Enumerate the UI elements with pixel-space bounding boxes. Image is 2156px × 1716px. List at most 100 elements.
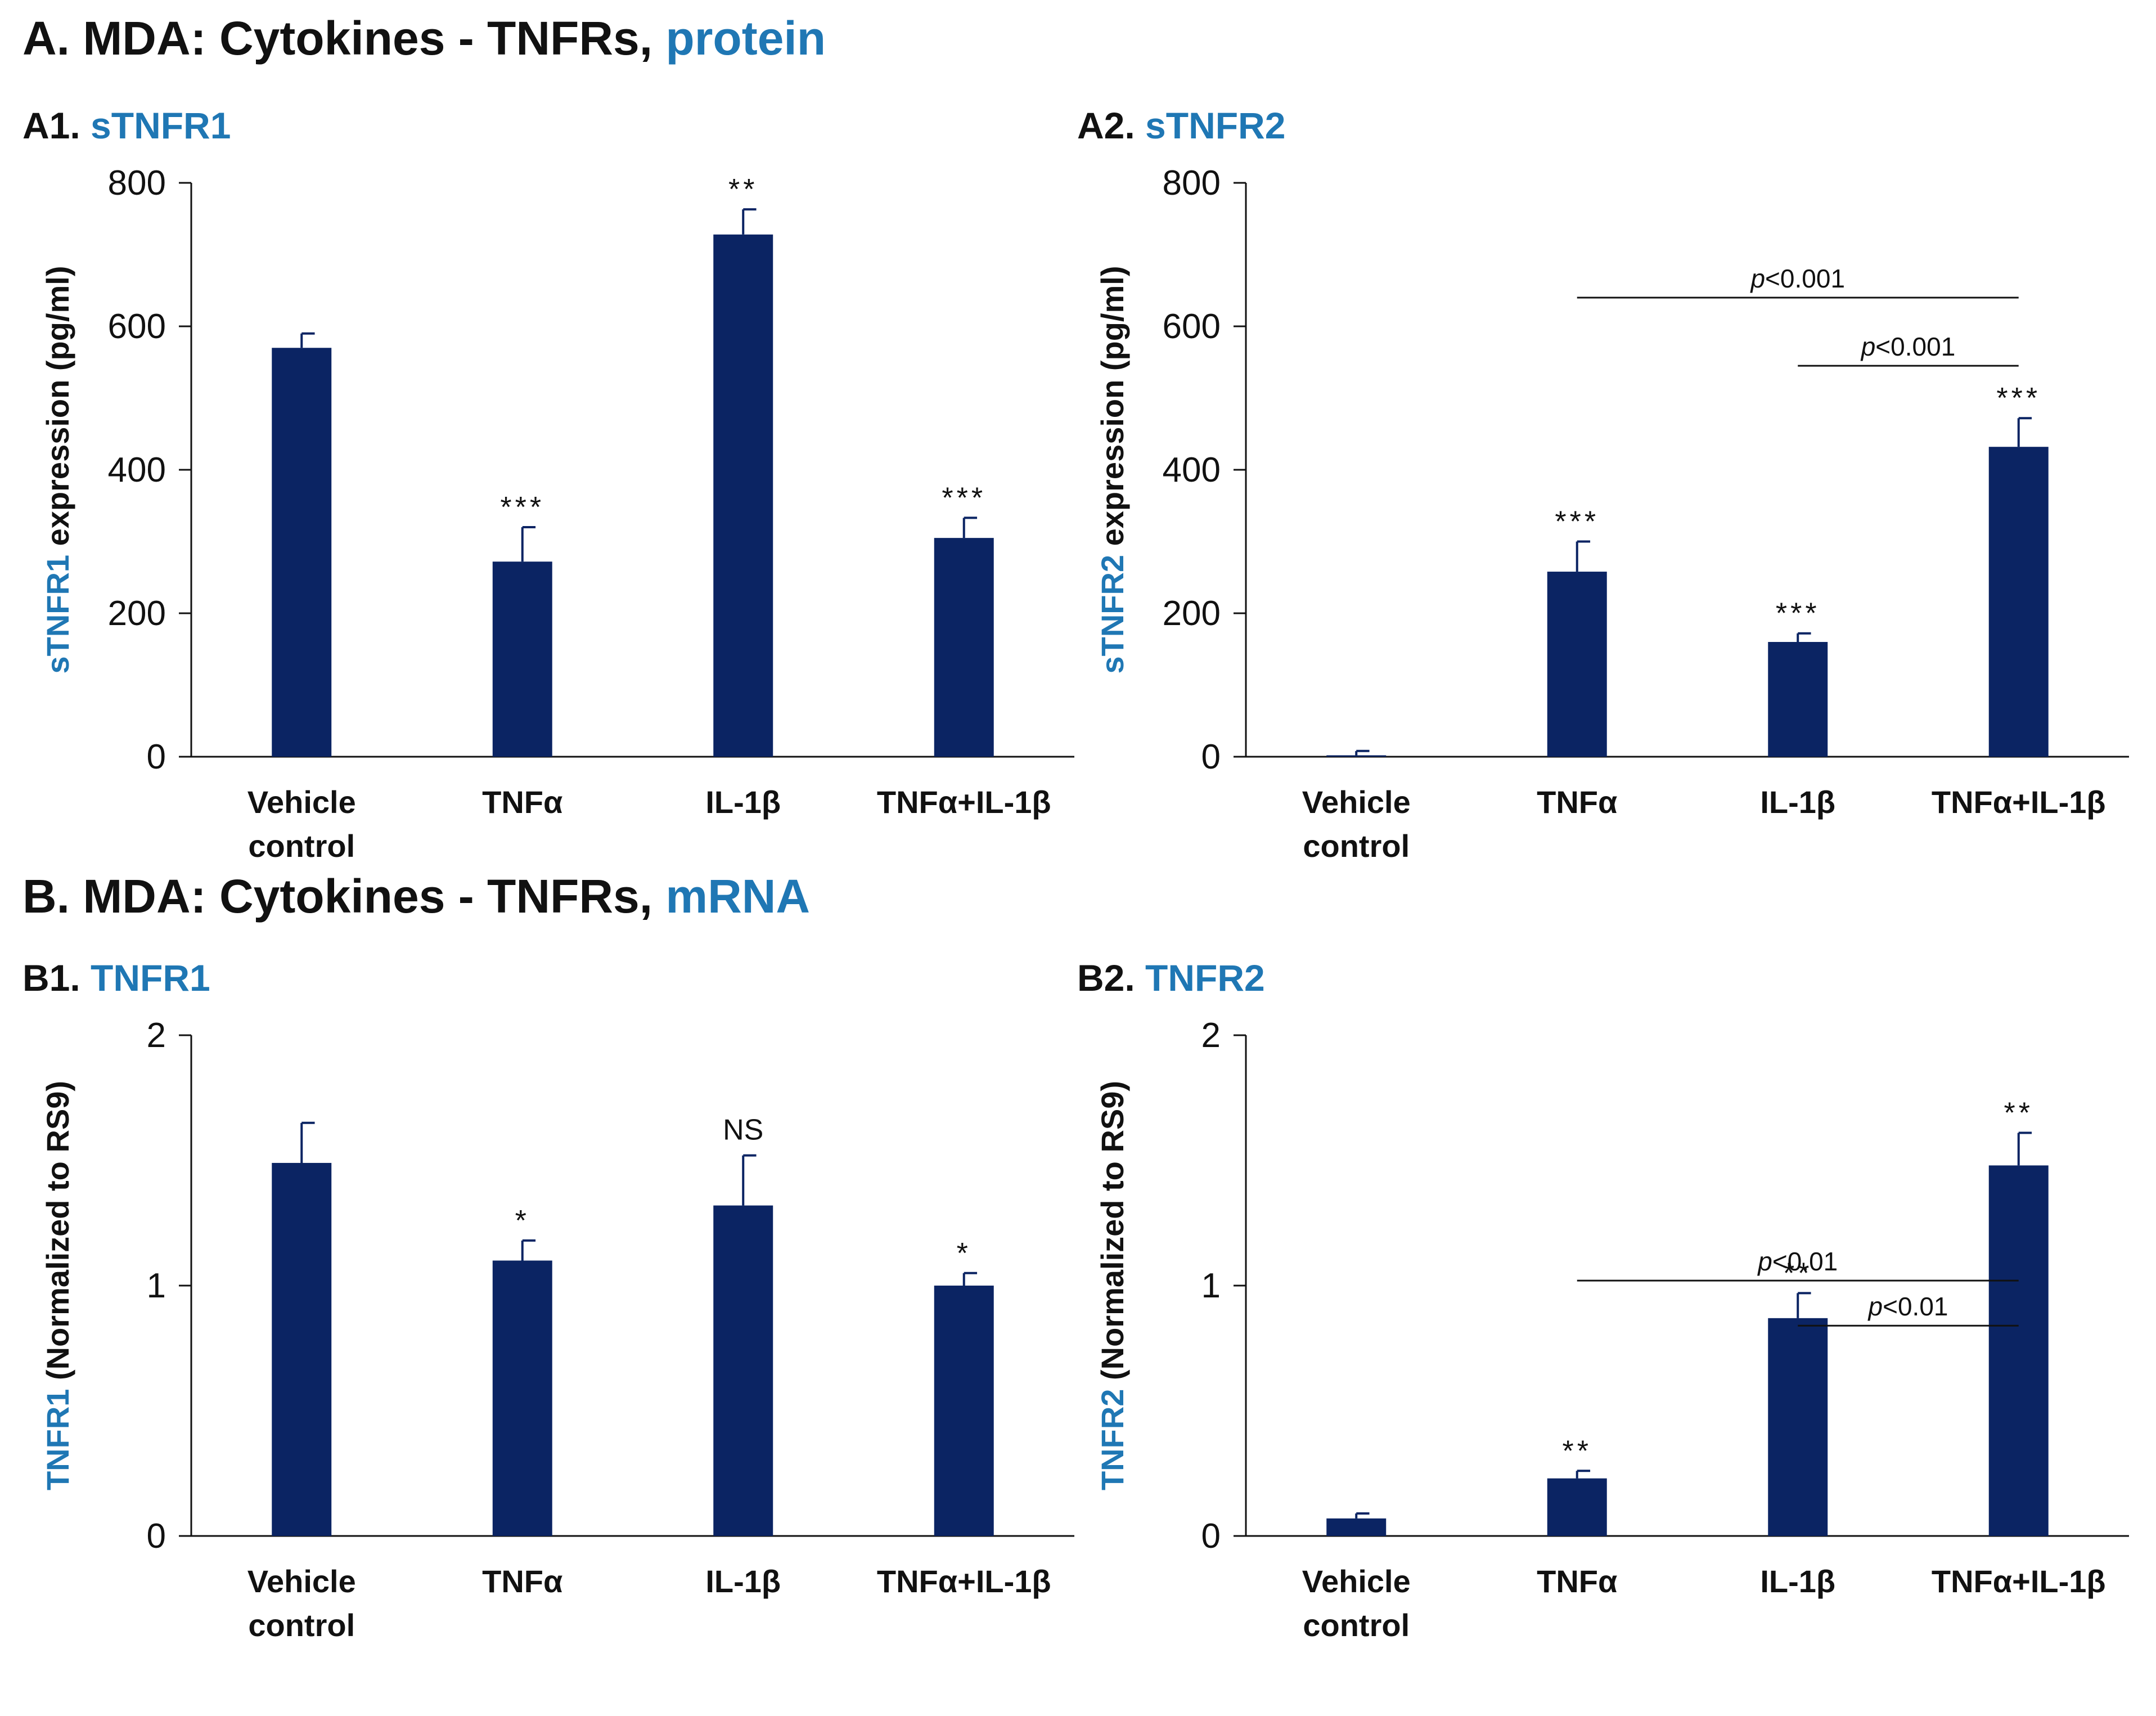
y-tick-label: 600 [1163, 307, 1221, 346]
section-a-prefix: A. MDA: Cytokines - TNFRs, [22, 12, 666, 65]
y-tick-label: 0 [147, 738, 166, 776]
panel-b2-title: B2. TNFR2 [1077, 956, 1265, 999]
panel-a2-title: A2. sTNFR2 [1077, 104, 1285, 147]
bar [492, 561, 552, 757]
y-axis-label: TNFR1 (Normalized to RS9) [40, 1081, 75, 1490]
significance-label: *** [500, 491, 544, 524]
x-category-label: IL-1β [1760, 1564, 1835, 1599]
bar [934, 1286, 994, 1536]
y-tick-label: 1 [1201, 1266, 1221, 1305]
chart-a1: 0 200 400 600 800 sTNFR1 expression (pg/ml) Ve… [40, 164, 1074, 864]
y-tick-label: 800 [108, 164, 166, 203]
significance-label: * [515, 1205, 530, 1237]
y-axis-label-accent: TNFR2 [1095, 1389, 1130, 1490]
panel-a1-name: sTNFR1 [91, 105, 231, 146]
section-b-prefix: B. MDA: Cytokines - TNFRs, [22, 870, 666, 923]
section-b-accent: mRNA [665, 870, 811, 923]
significance-label: *** [942, 482, 986, 514]
x-category-label: TNFα+IL-1β [1932, 1564, 2106, 1599]
y-tick-label: 400 [108, 451, 166, 489]
significance-label: ** [728, 173, 758, 206]
y-axis-label-accent: TNFR1 [40, 1389, 75, 1490]
y-axis-label-rest: expression (pg/ml) [40, 266, 75, 554]
panel-b1-prefix: B1. [22, 957, 91, 999]
bar [1326, 755, 1387, 757]
comparison-p-value: p<0.01 [1757, 1247, 1838, 1276]
comparison-p-value: p<0.01 [1867, 1292, 1948, 1321]
bar [1988, 447, 2049, 757]
bar [713, 1205, 773, 1536]
x-category-label: IL-1β [1760, 784, 1835, 820]
panel-a2-prefix: A2. [1077, 105, 1146, 146]
y-tick-label: 1 [147, 1266, 166, 1305]
significance-label: ** [1783, 1257, 1812, 1290]
y-tick-label: 800 [1163, 164, 1221, 203]
comparison-p-value: p<0.001 [1749, 264, 1845, 293]
panel-b2-name: TNFR2 [1145, 957, 1265, 999]
significance-label: ** [1563, 1435, 1592, 1467]
x-category-label: control [1303, 828, 1410, 864]
x-category-label: IL-1β [705, 784, 781, 820]
x-category-label: Vehicle [1302, 1564, 1411, 1599]
y-tick-label: 0 [1201, 1517, 1221, 1556]
y-tick-label: 600 [108, 307, 166, 346]
y-axis-label-rest: expression (pg/ml) [1095, 266, 1130, 554]
bar [1547, 572, 1607, 757]
y-tick-label: 2 [1201, 1016, 1221, 1055]
y-axis-label: sTNFR2 expression (pg/ml) [1095, 266, 1130, 673]
x-category-label: TNFα [482, 784, 562, 820]
y-tick-label: 0 [147, 1517, 166, 1556]
comparison-p-threshold: <0.001 [1875, 332, 1955, 361]
comparison-p-symbol: p [1860, 332, 1876, 361]
comparison-p-threshold: <0.001 [1765, 264, 1845, 293]
bar [1988, 1165, 2049, 1536]
section-a-title: A. MDA: Cytokines - TNFRs, protein [22, 11, 826, 66]
significance-label: *** [1776, 598, 1820, 630]
panel-a1: A1. sTNFR1 0 200 400 600 800 sTNFR1 expressio… [22, 104, 1091, 864]
panel-b1-title: B1. TNFR1 [22, 956, 210, 999]
bar [1326, 1518, 1387, 1536]
comparison-p-threshold: <0.01 [1772, 1247, 1838, 1276]
panel-a2-name: sTNFR2 [1145, 105, 1286, 146]
x-category-label: TNFα [1537, 784, 1617, 820]
y-axis-label-rest: (Normalized to RS9) [40, 1081, 75, 1389]
chart-a2: 0 200 400 600 800 sTNFR2 expression (pg/ml) Ve… [1095, 164, 2129, 864]
panel-a1-title: A1. sTNFR1 [22, 104, 231, 147]
x-category-label: TNFα+IL-1β [877, 784, 1051, 820]
y-tick-label: 200 [1163, 594, 1221, 633]
bar [1547, 1478, 1607, 1536]
chart-b2: 0 1 2 TNFR2 (Normalized to RS9) Vehicle contr… [1095, 1016, 2129, 1643]
y-tick-label: 2 [147, 1016, 166, 1055]
bar [272, 1162, 332, 1536]
significance-label: *** [1996, 382, 2041, 415]
y-axis-label-accent: sTNFR1 [40, 555, 75, 674]
x-category-label: Vehicle [1302, 784, 1411, 820]
section-a-accent: protein [665, 12, 826, 65]
significance-label: NS [723, 1114, 763, 1147]
comparison-p-symbol: p [1749, 264, 1765, 293]
panel-b2-prefix: B2. [1077, 957, 1146, 999]
bar [1768, 642, 1828, 757]
y-axis-label: TNFR2 (Normalized to RS9) [1095, 1081, 1130, 1490]
comparison-p-symbol: p [1867, 1292, 1883, 1321]
x-category-label: control [248, 1607, 355, 1643]
x-category-label: Vehicle [247, 1564, 356, 1599]
comparison-p-threshold: <0.01 [1883, 1292, 1948, 1321]
comparison-p-symbol: p [1757, 1247, 1772, 1276]
bar [272, 348, 332, 757]
panel-a1-prefix: A1. [22, 105, 91, 146]
y-axis-label: sTNFR1 expression (pg/ml) [40, 266, 75, 673]
x-category-label: control [1303, 1607, 1410, 1643]
x-category-label: TNFα [1537, 1564, 1617, 1599]
y-axis-label-rest: (Normalized to RS9) [1095, 1081, 1130, 1389]
x-category-label: IL-1β [705, 1564, 781, 1599]
section-b-title: B. MDA: Cytokines - TNFRs, mRNA [22, 869, 810, 924]
bar [934, 538, 994, 757]
bar [492, 1260, 552, 1536]
significance-label: ** [2004, 1097, 2033, 1130]
x-category-label: TNFα+IL-1β [877, 1564, 1051, 1599]
x-category-label: TNFα+IL-1β [1932, 784, 2106, 820]
bar [713, 234, 773, 757]
y-tick-label: 400 [1163, 451, 1221, 489]
panel-b1-name: TNFR1 [91, 957, 210, 999]
